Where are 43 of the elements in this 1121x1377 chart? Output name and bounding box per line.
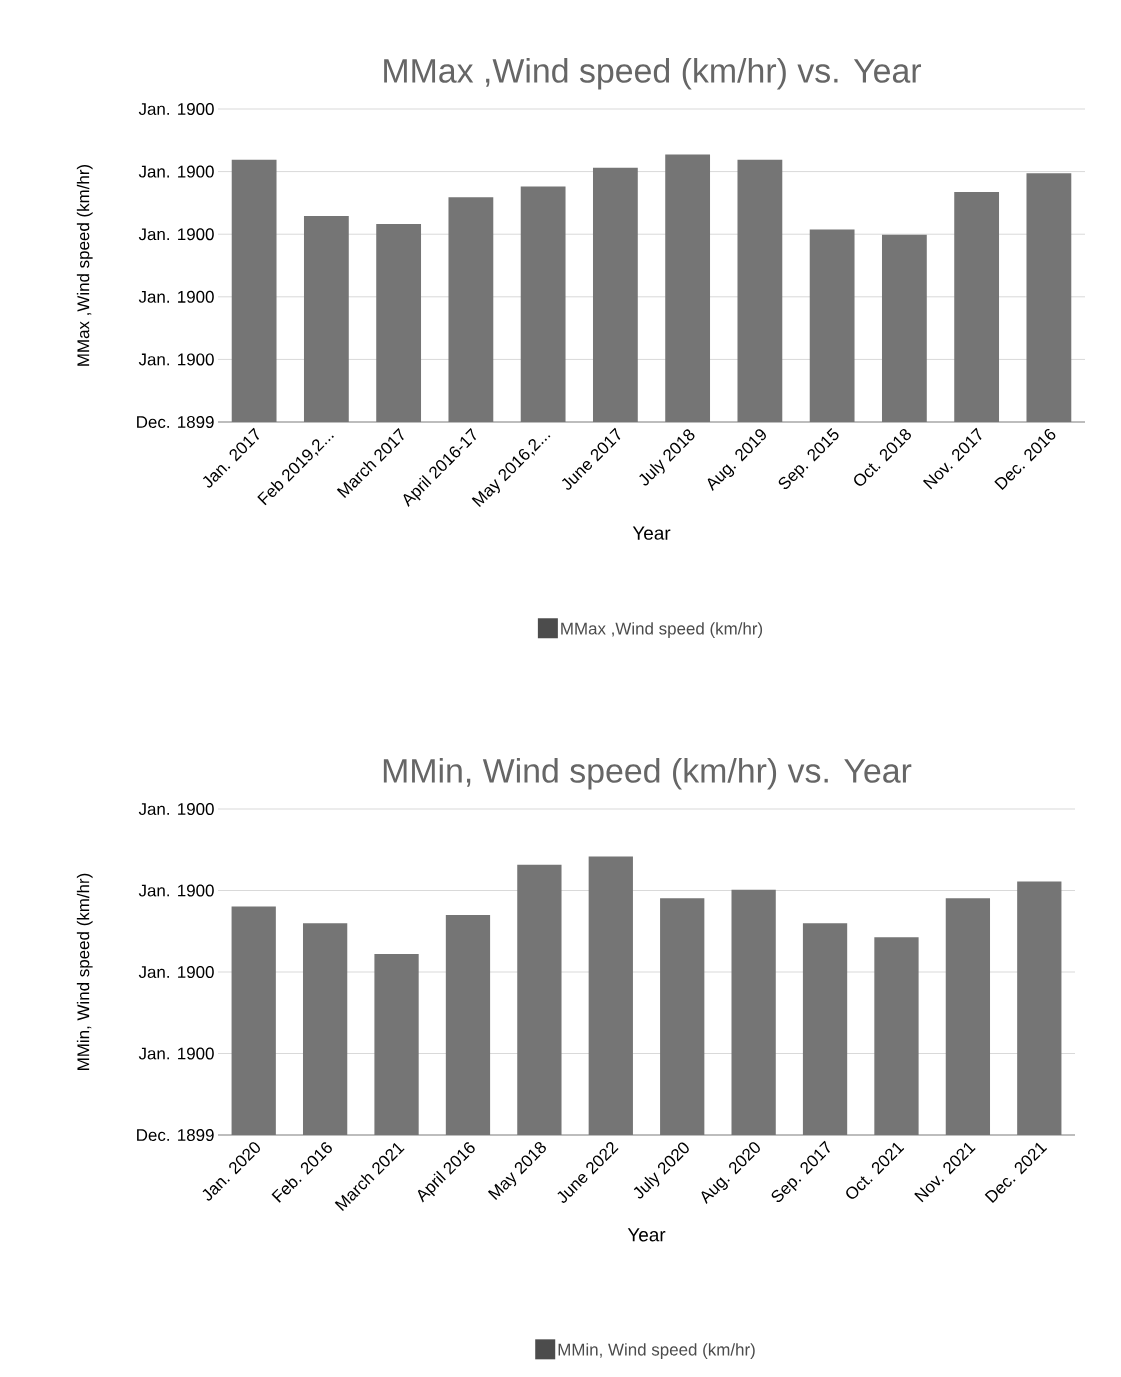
chart-title: MMax ,Wind speed (km/hr) vs. Year bbox=[384, 57, 922, 90]
y-axis-title: MMin, Wind speed (km/hr) bbox=[76, 873, 93, 1070]
bar bbox=[809, 229, 855, 423]
chart-title: MMin, Wind speed (km/hr) vs. Year bbox=[383, 757, 912, 790]
bar bbox=[874, 937, 919, 1136]
text: Jan. 1900 bbox=[138, 228, 214, 241]
text: Jan. 1900 bbox=[138, 803, 214, 816]
text: Jan. 1900 bbox=[138, 165, 214, 178]
text: Jan. 1900 bbox=[138, 1047, 214, 1060]
bar bbox=[302, 923, 348, 1136]
bar bbox=[376, 224, 422, 423]
text: MMax ,Wind speed (km/hr) bbox=[561, 622, 763, 638]
text: MMin, Wind speed (km/hr) bbox=[558, 1343, 755, 1359]
text: Dec. 1899 bbox=[137, 1129, 214, 1142]
bar bbox=[517, 864, 562, 1136]
bar bbox=[1017, 881, 1062, 1136]
bar bbox=[520, 186, 566, 423]
bar bbox=[731, 889, 776, 1136]
y-axis-title: MMax ,Wind speed (km/hr) bbox=[76, 164, 93, 366]
bar bbox=[660, 898, 705, 1136]
bar bbox=[231, 906, 276, 1136]
bar bbox=[588, 856, 633, 1136]
bar bbox=[954, 191, 1000, 423]
bar bbox=[1026, 173, 1072, 423]
bar bbox=[945, 898, 991, 1136]
text: Jan. 1900 bbox=[138, 103, 214, 116]
bar bbox=[592, 167, 638, 423]
x-axis-title: Year bbox=[632, 526, 671, 540]
bar bbox=[445, 914, 491, 1136]
bar bbox=[881, 234, 927, 423]
bar bbox=[665, 154, 711, 423]
bar bbox=[737, 159, 783, 423]
text: Jan. 1900 bbox=[138, 966, 214, 979]
bar bbox=[802, 923, 848, 1136]
text: Dec. 1899 bbox=[137, 416, 214, 429]
text: Jan. 1900 bbox=[138, 353, 214, 366]
bar bbox=[448, 197, 494, 423]
text: Jan. 1900 bbox=[138, 884, 214, 897]
bar bbox=[374, 953, 419, 1136]
text: Jan. 1900 bbox=[138, 290, 214, 303]
x-axis-title: Year bbox=[627, 1228, 666, 1242]
bar bbox=[303, 216, 349, 423]
bar bbox=[231, 159, 277, 423]
